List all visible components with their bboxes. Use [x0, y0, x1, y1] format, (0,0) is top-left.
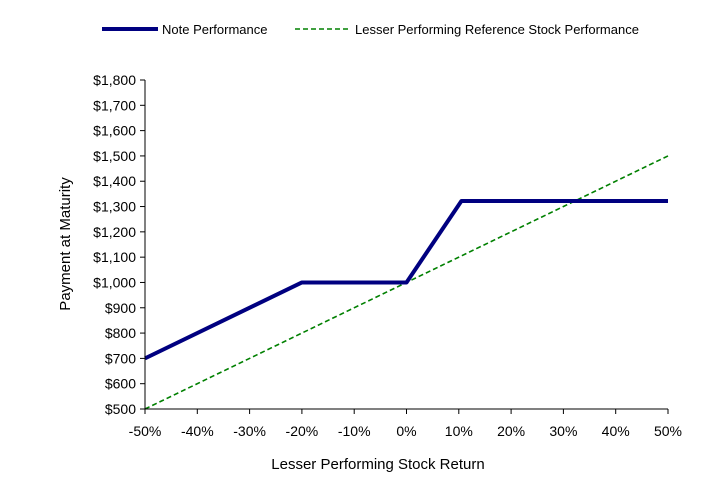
x-tick-label: -20%: [286, 423, 319, 439]
x-tick-label: 30%: [549, 423, 577, 439]
y-tick-label: $1,600: [93, 123, 136, 139]
y-tick-label: $900: [105, 300, 136, 316]
x-tick-label: -10%: [338, 423, 371, 439]
x-tick-label: -50%: [129, 423, 162, 439]
series-layer: [144, 155, 669, 410]
y-tick-label: $1,000: [93, 274, 136, 290]
y-tick-label: $1,500: [93, 148, 136, 164]
y-tick-label: $1,200: [93, 224, 136, 240]
y-tick-label: $1,400: [93, 173, 136, 189]
plot-area: $500 $600 $700 $800 $900 $1,000 $1,100 $1,200 $1…: [93, 72, 682, 439]
legend-label-note-performance: Note Performance: [162, 22, 268, 37]
y-axis-ticks: $500 $600 $700 $800 $900 $1,000 $1,100 $1,200 $1…: [93, 72, 145, 417]
series-line-note-performance: [144, 198, 668, 361]
y-tick-label: $600: [105, 376, 136, 392]
legend-item-reference-stock: Lesser Performing Reference Stock Perfor…: [295, 22, 639, 37]
y-tick-label: $1,300: [93, 199, 136, 215]
y-tick-label: $500: [105, 401, 136, 417]
legend: Note Performance Lesser Performing Refer…: [102, 22, 639, 37]
x-tick-label: 0%: [396, 423, 416, 439]
x-tick-label: 50%: [654, 423, 682, 439]
y-tick-label: $1,100: [93, 249, 136, 265]
x-tick-label: -40%: [181, 423, 214, 439]
y-tick-label: $1,700: [93, 97, 136, 113]
y-tick-label: $1,800: [93, 72, 136, 88]
x-axis-title: Lesser Performing Stock Return: [271, 456, 484, 473]
x-axis-ticks: -50% -40% -30% -20% -10% 0% 10% 20% 30% 40% 50%: [129, 409, 682, 439]
legend-label-reference-stock: Lesser Performing Reference Stock Perfor…: [355, 22, 639, 37]
y-tick-label: $800: [105, 325, 136, 341]
x-tick-label: 20%: [497, 423, 525, 439]
legend-item-note-performance: Note Performance: [102, 22, 268, 37]
y-axis-title: Payment at Maturity: [57, 177, 74, 311]
y-tick-label: $700: [105, 350, 136, 366]
x-tick-label: 40%: [602, 423, 630, 439]
x-tick-label: 10%: [445, 423, 473, 439]
x-tick-label: -30%: [233, 423, 266, 439]
